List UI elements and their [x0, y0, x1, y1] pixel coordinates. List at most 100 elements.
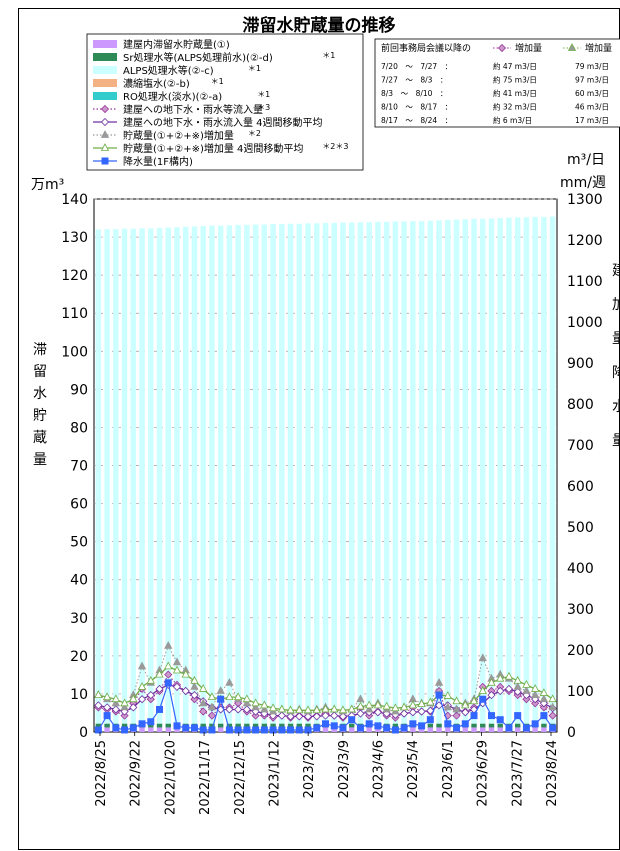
side-text-char: 降 — [612, 365, 620, 381]
y-right-tick-label: 0 — [567, 725, 576, 741]
bar-segment — [541, 216, 547, 724]
data-point — [295, 712, 304, 721]
y-left-tick-label: 80 — [70, 420, 88, 436]
data-point — [129, 703, 138, 712]
bar-segment — [252, 224, 259, 724]
data-point — [251, 711, 260, 720]
bar-segment — [148, 228, 154, 724]
legend-marker — [101, 157, 109, 165]
bar-segment — [462, 219, 468, 724]
data-point — [530, 684, 540, 692]
inset-period: 7/27 ～ 8/3 ： — [381, 76, 447, 85]
legend-swatch — [93, 79, 117, 87]
bar-segment — [392, 221, 399, 724]
y-left-tick-label: 110 — [61, 306, 88, 322]
bar-segment — [165, 727, 171, 732]
bar-segment — [139, 727, 145, 732]
data-point — [147, 718, 155, 726]
bar-segment — [471, 218, 477, 724]
bar-segment — [226, 225, 233, 724]
data-point — [496, 716, 504, 724]
legend-label: 降水量(1F構内) — [123, 155, 193, 168]
data-point — [155, 684, 164, 694]
data-point — [225, 726, 233, 734]
bar-segment — [191, 226, 198, 724]
data-point — [138, 720, 146, 728]
bar-segment — [217, 225, 224, 724]
legend-footnote: ＊2＊3 — [322, 142, 348, 151]
bar-segment — [130, 228, 137, 724]
bar-segment — [305, 223, 311, 724]
data-point — [207, 702, 217, 711]
inset-period: 7/20 ～ 7/27 ： — [381, 62, 452, 71]
bar-segment — [331, 727, 337, 732]
data-point — [383, 724, 391, 732]
legend-label: 建屋への地下水・雨水等流入量 — [123, 103, 263, 116]
data-point — [190, 695, 199, 704]
inset-header: 前回事務局会議以降の — [381, 42, 471, 54]
inset-increase: 46 m3/日 — [575, 103, 609, 112]
y-left-tick-label: 70 — [70, 459, 88, 475]
data-point — [452, 696, 461, 705]
x-tick-label: 2023/6/1 — [441, 740, 456, 798]
data-point — [373, 708, 382, 717]
bar-segment — [226, 723, 233, 728]
bar-segment — [314, 223, 320, 724]
y-right-tick-label: 1100 — [567, 274, 603, 290]
data-point — [251, 702, 260, 711]
data-point — [548, 702, 557, 711]
legend-swatch — [93, 53, 117, 61]
bar-segment — [165, 723, 171, 728]
side-text-char: 量 — [612, 331, 620, 347]
bar-segment — [331, 222, 337, 724]
bar-segment — [506, 217, 512, 724]
bar-segment — [488, 218, 495, 724]
data-point — [513, 687, 522, 696]
data-point — [461, 708, 470, 717]
bar-segment — [514, 217, 521, 724]
bar-segment — [287, 723, 294, 728]
data-point — [478, 686, 487, 694]
storage-chart: 滞留水貯蔵量の推移 0 10 20 30 40 50 60 70 80 90 100 110 120 13… — [31, 15, 620, 815]
bar-segment — [366, 222, 372, 724]
data-point — [356, 709, 365, 718]
data-point — [286, 712, 295, 721]
data-point — [347, 704, 356, 713]
data-point — [181, 669, 190, 678]
data-point — [111, 698, 121, 707]
data-point — [260, 704, 269, 713]
data-point — [242, 694, 252, 703]
x-tick-label: 2022/11/17 — [198, 740, 213, 815]
legend-label: 貯蔵量(①+②+※)増加量 — [123, 129, 234, 142]
data-point — [435, 691, 443, 699]
data-point — [225, 692, 234, 701]
data-point — [287, 726, 295, 734]
y-right-tick-label: 800 — [567, 397, 594, 413]
data-point — [338, 705, 348, 714]
bar-segment — [121, 723, 128, 728]
inset-col1-marker — [497, 43, 507, 53]
data-point — [417, 707, 426, 716]
side-text-char: 水 — [612, 399, 620, 415]
legend-footnote: ＊1 — [322, 51, 335, 60]
bar-segment — [427, 723, 434, 728]
data-point — [443, 702, 452, 711]
data-point — [505, 724, 513, 732]
data-point — [286, 705, 295, 714]
data-point — [251, 698, 260, 707]
data-point — [374, 722, 382, 730]
y-right-tick-label: 100 — [567, 684, 594, 700]
data-point — [172, 682, 182, 691]
data-point — [418, 722, 426, 730]
chart-frame: 滞留水貯蔵量の推移 0 10 20 30 40 50 60 70 80 90 100 110 120 13… — [18, 8, 620, 850]
bar-segment — [462, 727, 468, 732]
data-point — [365, 704, 374, 713]
data-point — [373, 700, 383, 709]
data-point — [522, 695, 531, 704]
inset-inflow: 約 6 m3/日 — [493, 115, 532, 125]
data-point — [156, 705, 164, 713]
data-point — [313, 724, 321, 732]
bar-segment — [541, 723, 547, 728]
bar-segment — [209, 723, 215, 728]
data-point — [453, 724, 461, 732]
